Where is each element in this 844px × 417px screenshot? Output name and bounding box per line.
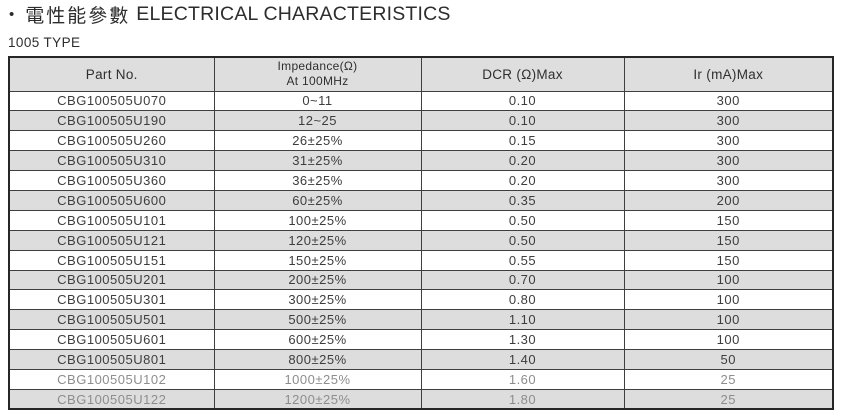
- col-header-impedance: Impedance(Ω) At 100MHz: [213, 56, 422, 92]
- cell-dcr: 0.55: [420, 249, 625, 271]
- cell-part-no: CBG100505U301: [8, 289, 215, 311]
- table-row: CBG100505U801 800±25% 1.40 50: [8, 349, 834, 370]
- cell-dcr: 0.35: [420, 189, 625, 211]
- cell-dcr: 1.40: [420, 349, 625, 370]
- cell-part-no: CBG100505U070: [8, 90, 215, 112]
- cell-impedance: 200±25%: [213, 269, 422, 291]
- cell-part-no: CBG100505U121: [8, 229, 215, 251]
- cell-dcr: 1.30: [420, 329, 625, 351]
- cell-impedance: 300±25%: [213, 289, 422, 311]
- cell-ir: 300: [623, 170, 834, 191]
- col-header-impedance-line1: Impedance(Ω): [277, 58, 358, 73]
- table-row: CBG100505U151 150±25% 0.55 150: [8, 249, 834, 271]
- cell-impedance: 1200±25%: [213, 388, 422, 410]
- cell-ir: 200: [623, 189, 834, 211]
- cell-dcr: 0.50: [420, 209, 625, 231]
- cell-dcr: 0.15: [420, 130, 625, 152]
- table-row: CBG100505U122 1200±25% 1.80 25: [8, 388, 834, 410]
- cell-impedance: 26±25%: [213, 130, 422, 152]
- table-row: CBG100505U102 1000±25% 1.60 25: [8, 368, 834, 390]
- cell-part-no: CBG100505U801: [8, 349, 215, 370]
- cell-impedance: 36±25%: [213, 170, 422, 191]
- cell-part-no: CBG100505U151: [8, 249, 215, 271]
- cell-part-no: CBG100505U501: [8, 309, 215, 331]
- section-title: • 電性能參數 ELECTRICAL CHARACTERISTICS: [9, 1, 451, 28]
- cell-dcr: 1.80: [420, 388, 625, 410]
- type-label: 1005 TYPE: [8, 35, 81, 50]
- col-header-ir: Ir (mA)Max: [623, 56, 834, 92]
- cell-dcr: 0.50: [420, 229, 625, 251]
- cell-dcr: 0.70: [420, 269, 625, 291]
- cell-ir: 300: [623, 90, 834, 112]
- cell-dcr: 0.80: [420, 289, 625, 311]
- cell-part-no: CBG100505U122: [8, 388, 215, 410]
- cell-dcr: 0.10: [420, 110, 625, 132]
- cell-ir: 150: [623, 209, 834, 231]
- table-row: CBG100505U260 26±25% 0.15 300: [8, 130, 834, 152]
- cell-part-no: CBG100505U360: [8, 170, 215, 191]
- cell-impedance: 31±25%: [213, 150, 422, 172]
- cell-ir: 150: [623, 249, 834, 271]
- cell-ir: 100: [623, 269, 834, 291]
- cell-impedance: 60±25%: [213, 189, 422, 211]
- cell-ir: 100: [623, 309, 834, 331]
- cell-ir: 100: [623, 289, 834, 311]
- cell-ir: 300: [623, 110, 834, 132]
- table-row: CBG100505U360 36±25% 0.20 300: [8, 170, 834, 191]
- table-row: CBG100505U601 600±25% 1.30 100: [8, 329, 834, 351]
- cell-ir: 300: [623, 130, 834, 152]
- cell-impedance: 150±25%: [213, 249, 422, 271]
- cell-impedance: 100±25%: [213, 209, 422, 231]
- cell-impedance: 120±25%: [213, 229, 422, 251]
- section-title-chinese: 電性能參數: [25, 6, 131, 27]
- cell-impedance: 1000±25%: [213, 368, 422, 390]
- cell-part-no: CBG100505U190: [8, 110, 215, 132]
- cell-ir: 150: [623, 229, 834, 251]
- cell-ir: 25: [623, 388, 834, 410]
- cell-ir: 50: [623, 349, 834, 370]
- table-row: CBG100505U070 0~11 0.10 300: [8, 90, 834, 112]
- cell-part-no: CBG100505U201: [8, 269, 215, 291]
- cell-ir: 300: [623, 150, 834, 172]
- table-row: CBG100505U310 31±25% 0.20 300: [8, 150, 834, 172]
- cell-impedance: 800±25%: [213, 349, 422, 370]
- cell-dcr: 0.20: [420, 170, 625, 191]
- cell-part-no: CBG100505U101: [8, 209, 215, 231]
- col-header-part-no: Part No.: [8, 56, 215, 92]
- table-row: CBG100505U301 300±25% 0.80 100: [8, 289, 834, 311]
- table-row: CBG100505U101 100±25% 0.50 150: [8, 209, 834, 231]
- section-title-english: ELECTRICAL CHARACTERISTICS: [136, 3, 451, 25]
- table-row: CBG100505U600 60±25% 0.35 200: [8, 189, 834, 211]
- table-row: CBG100505U501 500±25% 1.10 100: [8, 309, 834, 331]
- cell-part-no: CBG100505U102: [8, 368, 215, 390]
- header-row: Part No. Impedance(Ω) At 100MHz DCR (Ω)M…: [8, 56, 834, 92]
- table-row: CBG100505U190 12~25 0.10 300: [8, 110, 834, 132]
- cell-ir: 25: [623, 368, 834, 390]
- cell-impedance: 500±25%: [213, 309, 422, 331]
- table-header: Part No. Impedance(Ω) At 100MHz DCR (Ω)M…: [8, 56, 834, 92]
- cell-part-no: CBG100505U600: [8, 189, 215, 211]
- col-header-dcr: DCR (Ω)Max: [420, 56, 625, 92]
- electrical-characteristics-table: Part No. Impedance(Ω) At 100MHz DCR (Ω)M…: [8, 56, 834, 411]
- col-header-impedance-line2: At 100MHz: [286, 74, 349, 89]
- table-row: CBG100505U121 120±25% 0.50 150: [8, 229, 834, 251]
- cell-part-no: CBG100505U260: [8, 130, 215, 152]
- bullet-icon: •: [9, 6, 15, 23]
- cell-dcr: 1.10: [420, 309, 625, 331]
- cell-impedance: 12~25: [213, 110, 422, 132]
- cell-ir: 100: [623, 329, 834, 351]
- cell-dcr: 0.10: [420, 90, 625, 112]
- cell-impedance: 600±25%: [213, 329, 422, 351]
- table-body: CBG100505U070 0~11 0.10 300 CBG100505U190 12~…: [8, 90, 834, 410]
- cell-dcr: 0.20: [420, 150, 625, 172]
- cell-dcr: 1.60: [420, 368, 625, 390]
- cell-part-no: CBG100505U601: [8, 329, 215, 351]
- cell-part-no: CBG100505U310: [8, 150, 215, 172]
- cell-impedance: 0~11: [213, 90, 422, 112]
- table-row: CBG100505U201 200±25% 0.70 100: [8, 269, 834, 291]
